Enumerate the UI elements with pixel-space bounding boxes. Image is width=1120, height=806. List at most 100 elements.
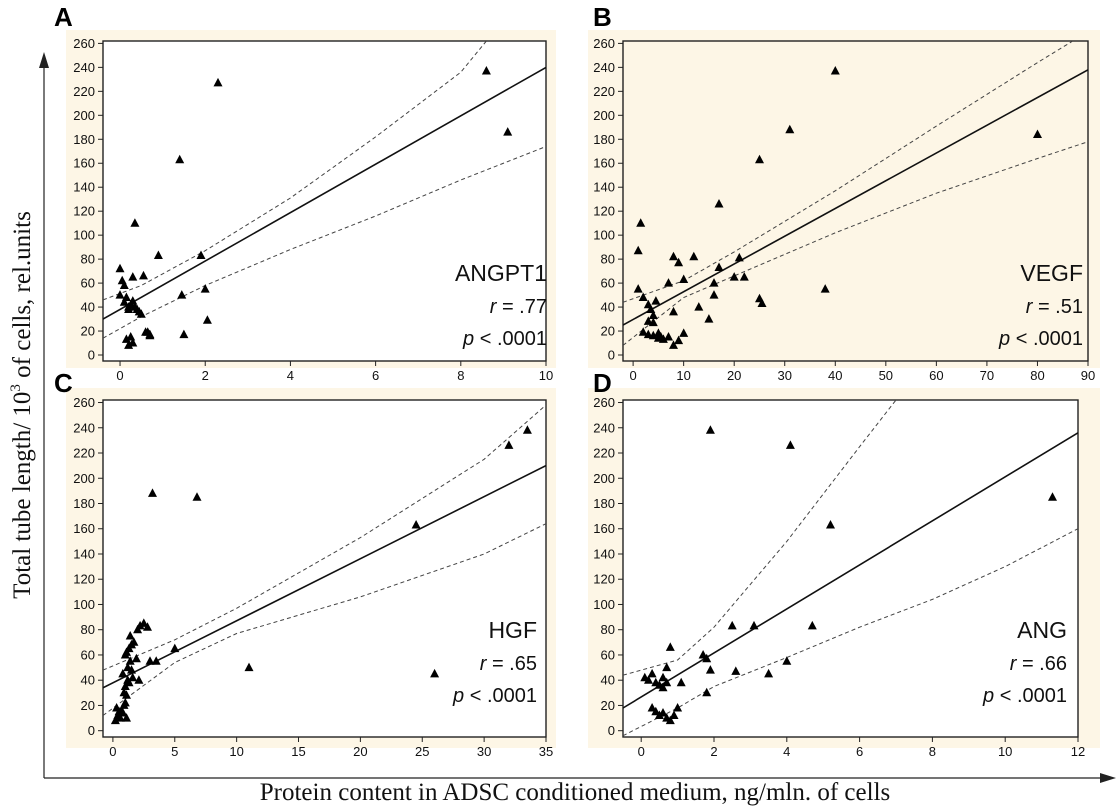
data-point-ang [665,642,675,651]
data-point-angpt1 [130,218,140,227]
data-point-ang [662,662,672,672]
data-point-vegf [734,252,744,262]
y-axis-title-main: Total tube length/ 10 [9,392,36,599]
data-point-vegf [729,272,739,281]
x-tick-label-angpt1: 4 [287,368,294,383]
data-point-vegf [651,296,661,305]
annotation-r-angpt1: r = .77 [490,296,547,318]
y-tick-label-ang: 0 [608,723,615,738]
x-tick-label-angpt1: 10 [539,368,553,383]
y-tick-label-angpt1: 180 [73,132,95,147]
x-tick-label-vegf: 30 [778,368,792,383]
y-tick-label-angpt1: 200 [73,108,95,123]
data-point-vegf [714,199,724,208]
x-tick-label-vegf: 50 [879,368,893,383]
x-tick-label-ang: 4 [783,744,790,759]
data-point-hgf [411,520,421,529]
data-point-ang [702,653,712,663]
data-point-vegf [755,154,764,164]
data-point-ang [644,675,653,684]
data-point-hgf [124,677,134,687]
data-point-angpt1 [177,290,187,299]
data-point-angpt1 [115,263,125,273]
data-point-ang [658,708,668,717]
y-tick-label-angpt1: 20 [81,324,95,339]
data-point-vegf [636,218,646,227]
plot-area-hgf [102,399,547,738]
data-point-angpt1 [124,304,134,313]
x-tick-label-vegf: 0 [629,368,636,383]
data-point-vegf [669,340,678,349]
annotation-p-ang: p < .0001 [982,685,1067,707]
panel-letter-b: B [593,2,612,32]
data-point-angpt1 [124,340,134,349]
y-tick-label-hgf: 200 [73,471,95,486]
x-tick-label-vegf: 90 [1081,368,1095,383]
x-tick-label-ang: 10 [998,744,1012,759]
data-point-angpt1 [139,270,148,280]
data-point-vegf [633,284,643,293]
y-tick-label-ang: 260 [593,395,615,410]
data-point-angpt1 [145,329,155,339]
chart-hgf: 0 20 40 60 80 100 120 140 160 180 200 220 240 260 0 5 10… [73,395,553,759]
regression-line-ang [623,432,1078,709]
data-point-hgf [118,708,128,717]
annotation-p-value-ang: < .0001 [994,685,1067,707]
x-tick-label-ang: 2 [710,744,717,759]
data-point-ang [658,672,668,682]
x-axis-title: Protein content in ADSC conditioned medi… [260,779,891,806]
x-tick-label-ang: 0 [638,744,645,759]
x-tick-label-ang: 8 [929,744,936,759]
annotation-p-symbol-ang: p [982,685,994,707]
y-tick-label-hgf: 260 [73,395,95,410]
data-point-vegf [648,317,658,327]
data-point-vegf [658,334,668,343]
data-point-hgf [522,425,532,434]
chart-angpt1: 0 20 40 60 80 100 120 140 160 180 200 220 240 260 0 2 4 6… [73,36,553,383]
x-tick-label-vegf: 80 [1030,368,1044,383]
data-point-vegf [646,304,656,313]
data-point-angpt1 [153,250,163,259]
data-point-vegf [709,278,719,287]
chart-vegf: 0 20 40 60 80 100 120 140 160 180 200 220 240 260 0 10 2… [593,36,1095,383]
x-tick-label-angpt1: 2 [202,368,209,383]
y-tick-label-angpt1: 260 [73,36,95,51]
annotation-factor-angpt1: ANGPT1 [455,260,547,286]
annotation-r-symbol-angpt1: r [490,296,498,318]
data-point-ang [782,656,792,665]
data-point-vegf [704,314,714,323]
y-tick-label-ang: 200 [593,471,615,486]
annotation-p-symbol-vegf: p [998,328,1010,350]
plot-marks-vegf [623,41,1088,349]
data-point-ang [727,620,737,630]
y-tick-label-vegf: 160 [593,156,615,171]
annotation-r-hgf: r = .65 [480,653,537,675]
data-point-vegf [679,328,689,337]
y-tick-label-ang: 220 [593,446,615,461]
panel-letter-a: A [54,2,73,32]
y-tick-label-hgf: 40 [81,673,95,688]
data-point-ang [647,668,657,678]
data-point-angpt1 [202,315,212,324]
y-tick-label-vegf: 120 [593,204,615,219]
annotation-p-symbol-hgf: p [452,685,464,707]
data-point-ang [785,440,795,449]
x-tick-label-angpt1: 8 [457,368,464,383]
x-axis-arrowhead [1100,773,1116,783]
y-tick-label-angpt1: 40 [81,300,95,315]
data-point-ang [705,665,715,674]
y-tick-label-ang: 60 [601,647,615,662]
data-point-vegf [1033,129,1042,138]
data-point-hgf [170,643,180,653]
y-tick-label-hgf: 60 [81,647,95,662]
annotation-p-vegf: p < .0001 [998,328,1083,350]
y-tick-label-vegf: 220 [593,84,615,99]
data-point-ang [1048,492,1057,501]
annotation-p-angpt1: p < .0001 [462,328,547,350]
y-tick-label-hgf: 20 [81,698,95,713]
plot-marks-hgf [103,404,546,725]
plot-marks-angpt1 [103,41,546,349]
data-point-vegf [709,290,719,299]
data-point-hgf [143,622,152,631]
